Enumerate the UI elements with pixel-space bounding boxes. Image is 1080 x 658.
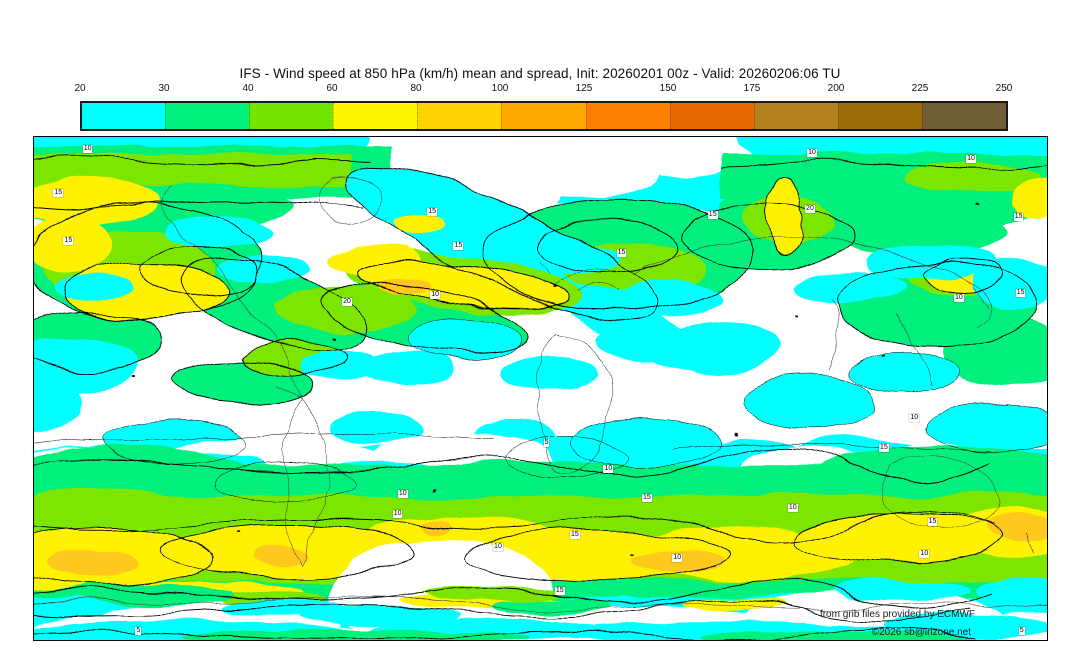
contour-label: 15: [570, 531, 580, 540]
contour-label: 10: [392, 510, 403, 519]
colorbar-segment: [165, 103, 250, 129]
colorbar-segment: [585, 103, 670, 129]
colorbar-segment: [753, 103, 838, 129]
contour-label: 10: [807, 149, 817, 158]
colorbar-ticks: 20 30 40 60 80 100 125 150 175 200 225 250: [74, 83, 1012, 96]
contour-label: 20: [805, 204, 815, 213]
contour-label: 10: [493, 543, 503, 552]
contour-label: 10: [430, 291, 441, 300]
contour-label: 15: [554, 587, 565, 596]
contour-label: 15: [63, 236, 74, 245]
colorbar-segment: [417, 103, 502, 129]
contour-label: 15: [927, 518, 938, 527]
contour-label: 10: [966, 155, 976, 164]
colorbar: [80, 101, 1008, 131]
spread-contour-lines: [34, 156, 1047, 640]
contour-label: 5: [543, 438, 550, 447]
contour-label: 10: [397, 489, 408, 498]
colorbar-segment: [669, 103, 754, 129]
colorbar-tick: 80: [410, 83, 422, 94]
contour-label: 15: [453, 241, 464, 250]
contour-label: 10: [672, 553, 683, 562]
colorbar-segment: [249, 103, 334, 129]
colorbar-tick: 125: [575, 83, 593, 94]
colorbar-tick: 40: [242, 83, 254, 94]
attribution-copyright: ©2026 sb@irizone.net: [871, 627, 971, 638]
colorbar-tick: 225: [911, 83, 929, 94]
colorbar-tick: 60: [326, 83, 338, 94]
colorbar-tick: 20: [74, 83, 86, 94]
contour-label: 10: [909, 413, 920, 422]
wind-map: 10 15 15 20 10 15 15 15 15 10 10 20 15 10 15 5 10 10 10 15 1…: [33, 136, 1048, 641]
contour-label: 15: [427, 208, 437, 217]
colorbar-segment: [333, 103, 418, 129]
colorbar-tick: 250: [995, 83, 1013, 94]
colorbar-tick: 150: [659, 83, 677, 94]
colorbar-segment: [501, 103, 586, 129]
attribution-source: from grib files provided by ECMWF: [819, 609, 975, 620]
contour-label: 5: [135, 626, 142, 635]
map-canvas: [34, 137, 1047, 640]
contour-label: 10: [787, 503, 798, 512]
spread-fill-layer: [34, 137, 1047, 640]
contour-label: 5: [1018, 626, 1025, 635]
contour-label: 10: [953, 294, 964, 303]
coastlines: [34, 175, 1047, 611]
colorbar-segment: [921, 103, 1007, 129]
contour-label: 15: [53, 188, 64, 197]
contour-label: 15: [1015, 289, 1026, 298]
colorbar-tick: 175: [743, 83, 761, 94]
chart-title: IFS - Wind speed at 850 hPa (km/h) mean …: [239, 66, 841, 81]
colorbar-tick: 200: [827, 83, 845, 94]
colorbar-segment: [837, 103, 922, 129]
contour-label: 10: [603, 465, 614, 474]
contour-label: 10: [919, 550, 930, 559]
contour-label: 20: [342, 298, 352, 307]
contour-label-layer: 10 15 15 20 10 15 15 15 15 10 10 20 15 10 15 5 10 10 10 15 1…: [34, 137, 1047, 640]
colorbar-tick: 100: [491, 83, 509, 94]
contour-label: 15: [707, 211, 718, 220]
contour-label: 15: [879, 443, 889, 452]
colorbar-segment: [82, 103, 166, 129]
contour-label: 10: [82, 145, 93, 154]
contour-label: 15: [641, 493, 652, 502]
contour-label: 15: [1013, 213, 1024, 222]
colorbar-tick: 30: [158, 83, 170, 94]
contour-label: 15: [616, 248, 627, 257]
